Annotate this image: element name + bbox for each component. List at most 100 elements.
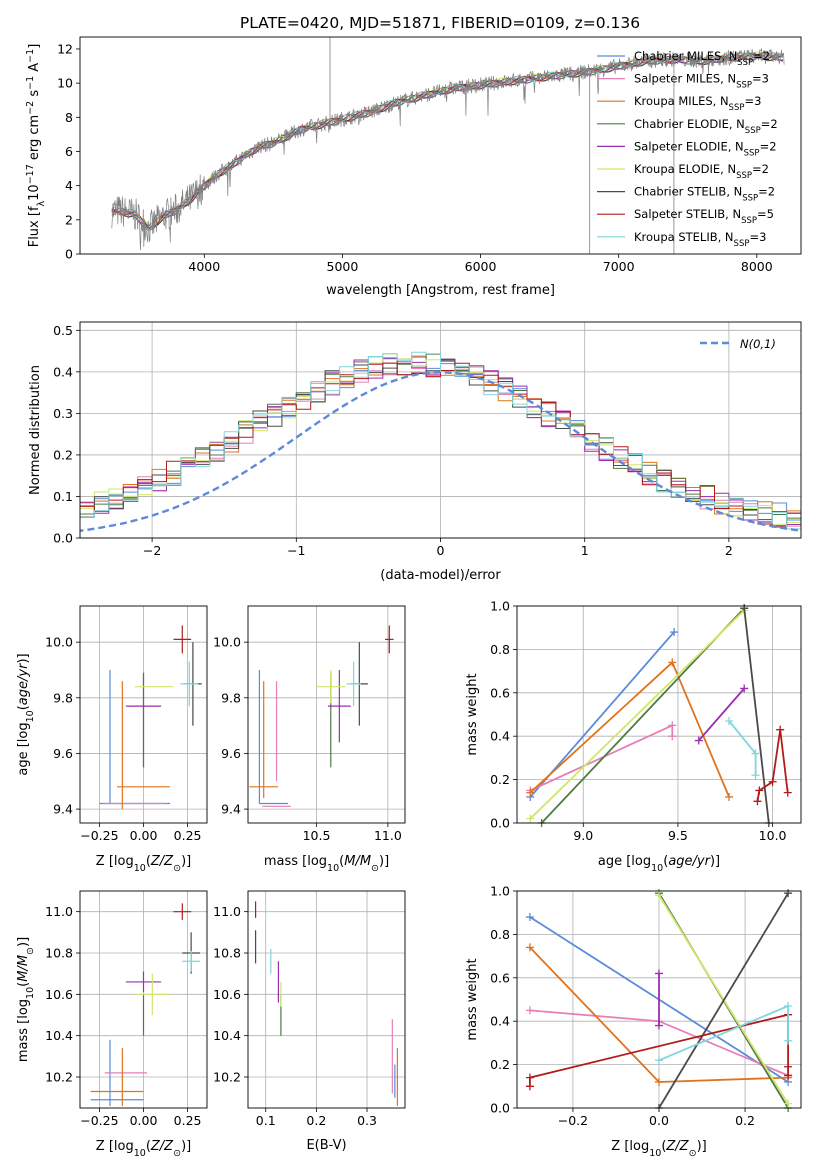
mass-weight-marker bbox=[784, 1099, 793, 1108]
legend-nssp: =2 bbox=[752, 162, 769, 176]
y-tick-label: 9.8 bbox=[53, 690, 73, 705]
x-tick-label: −1 bbox=[287, 543, 305, 558]
legend-nssp: =5 bbox=[757, 207, 774, 221]
label-part: Flux [f bbox=[27, 206, 42, 247]
x-tick-label: 0.25 bbox=[174, 828, 202, 843]
label-part: −2 bbox=[25, 101, 36, 115]
label-part: )] bbox=[181, 1139, 191, 1154]
legend-label: Kroupa STELIB, NSSP=3 bbox=[634, 230, 766, 249]
y-tick-label: 0.2 bbox=[53, 447, 73, 462]
label-part: )] bbox=[697, 1139, 707, 1154]
legend-nssp: =2 bbox=[758, 185, 775, 199]
age_vs_mass-frame bbox=[247, 605, 406, 824]
residuals-axes bbox=[76, 322, 801, 542]
label-part: 10 bbox=[134, 1148, 146, 1159]
label-part: mass [log bbox=[264, 854, 327, 869]
y-tick-label: 0.4 bbox=[53, 364, 73, 379]
y-tick-label: 0 bbox=[65, 247, 73, 262]
y-tick-label: 8 bbox=[65, 110, 73, 125]
age_vs_mass-points bbox=[249, 625, 394, 807]
legend-label: Chabrier STELIB, NSSP=2 bbox=[634, 185, 775, 204]
legend-sub: SSP bbox=[729, 103, 745, 113]
legend-nssp: =3 bbox=[744, 94, 761, 108]
mass-weight-marker bbox=[668, 732, 677, 741]
legend-label: Salpeter ELODIE, NSSP=2 bbox=[634, 139, 777, 158]
massweight_vs_age-y-label: mass weight bbox=[465, 673, 480, 755]
age-vs-Z-x-label: Z [log10(Z/Z⊙)] bbox=[96, 854, 191, 874]
legend-name: Chabrier STELIB, N bbox=[634, 185, 742, 199]
age_vs_Z-points bbox=[99, 625, 202, 810]
label-part: )] bbox=[16, 937, 31, 947]
x-tick-label: 2 bbox=[725, 543, 733, 558]
mass-weight-marker bbox=[668, 658, 677, 667]
mass-weight-marker bbox=[526, 814, 535, 823]
x-tick-label: 0.3 bbox=[357, 1113, 377, 1128]
y-tick-label: 11.0 bbox=[45, 904, 73, 919]
mass-weight-marker bbox=[694, 736, 703, 745]
mass-weight-marker bbox=[725, 717, 734, 726]
massweight_vs_Z-frame bbox=[516, 890, 802, 1109]
y-tick-label: 0.0 bbox=[490, 816, 510, 831]
x-tick-label: 0.1 bbox=[256, 1113, 276, 1128]
label-part: age/yr bbox=[16, 662, 31, 705]
massweight_vs_Z-series bbox=[525, 889, 793, 1112]
label-part: Z/Z bbox=[665, 1139, 689, 1154]
y-tick-label: 12 bbox=[57, 41, 73, 56]
x-tick-label: 9.5 bbox=[668, 828, 688, 843]
label-part: Z [log bbox=[96, 854, 134, 869]
mass-weight-marker bbox=[751, 771, 760, 780]
legend-nssp: =2 bbox=[760, 139, 777, 153]
mass-weight-marker bbox=[740, 604, 749, 613]
x-tick-label: 6000 bbox=[465, 259, 497, 274]
legend-sub: SSP bbox=[744, 148, 760, 158]
y-tick-label: 10.6 bbox=[45, 987, 73, 1002]
y-tick-label: 9.4 bbox=[221, 802, 241, 817]
y-tick-label: 0.6 bbox=[490, 970, 510, 985]
y-tick-label: 0.3 bbox=[53, 406, 73, 421]
label-part: ( bbox=[16, 982, 31, 987]
y-tick-label: 10.0 bbox=[45, 635, 73, 650]
spectrum-x-label: wavelength [Angstrom, rest frame] bbox=[326, 283, 555, 298]
legend-name: Salpeter ELODIE, N bbox=[634, 139, 744, 153]
x-tick-label: 0.00 bbox=[130, 1113, 158, 1128]
y-tick-label: 0.4 bbox=[490, 729, 510, 744]
legend-sub: SSP bbox=[745, 126, 761, 136]
mass-weight-marker bbox=[525, 1082, 534, 1091]
legend-label: Chabrier MILES, NSSP=2 bbox=[634, 49, 770, 68]
y-tick-label: 9.6 bbox=[53, 746, 73, 761]
legend-name: Chabrier ELODIE, N bbox=[634, 117, 745, 131]
legend-sub: SSP bbox=[737, 58, 753, 68]
y-tick-label: 0.2 bbox=[490, 772, 510, 787]
label-part: Z/Z bbox=[150, 854, 174, 869]
mass-weight-marker bbox=[525, 943, 534, 952]
mass-weight-marker bbox=[784, 1062, 793, 1071]
legend-nssp: =2 bbox=[761, 117, 778, 131]
label-part: −1 bbox=[25, 76, 36, 90]
mass-weight-marker bbox=[525, 913, 534, 922]
massweight_vs_age-frame bbox=[516, 605, 802, 824]
label-part: Z [log bbox=[611, 1139, 649, 1154]
label-part: )] bbox=[16, 653, 31, 663]
label-part: )] bbox=[379, 854, 389, 869]
legend-name: Kroupa MILES, N bbox=[634, 94, 729, 108]
legend-label: Chabrier ELODIE, NSSP=2 bbox=[634, 117, 778, 136]
x-tick-label: 5000 bbox=[327, 259, 359, 274]
mass-weight-marker bbox=[526, 788, 535, 797]
label-part: −17 bbox=[25, 164, 36, 184]
mass-weight-marker bbox=[751, 749, 760, 758]
y-tick-label: 10 bbox=[57, 76, 73, 91]
y-tick-label: 0.8 bbox=[490, 927, 510, 942]
age-vs-mass-x-label: mass [log10(M/M⊙)] bbox=[264, 854, 389, 874]
massweight-vs-Z-x-label: Z [log10(Z/Z⊙)] bbox=[611, 1139, 706, 1159]
x-tick-label: 11.0 bbox=[374, 828, 402, 843]
mass-weight-marker bbox=[784, 1002, 793, 1011]
y-tick-label: 0.0 bbox=[490, 1101, 510, 1116]
x-tick-label: −0.25 bbox=[80, 828, 118, 843]
label-part: M/M bbox=[344, 854, 371, 869]
mass-weight-marker bbox=[755, 786, 764, 795]
y-tick-label: 10.8 bbox=[45, 946, 73, 961]
mass-weight-marker bbox=[655, 891, 663, 900]
label-part: ⊙ bbox=[371, 863, 379, 874]
x-tick-label: 10.5 bbox=[303, 828, 331, 843]
